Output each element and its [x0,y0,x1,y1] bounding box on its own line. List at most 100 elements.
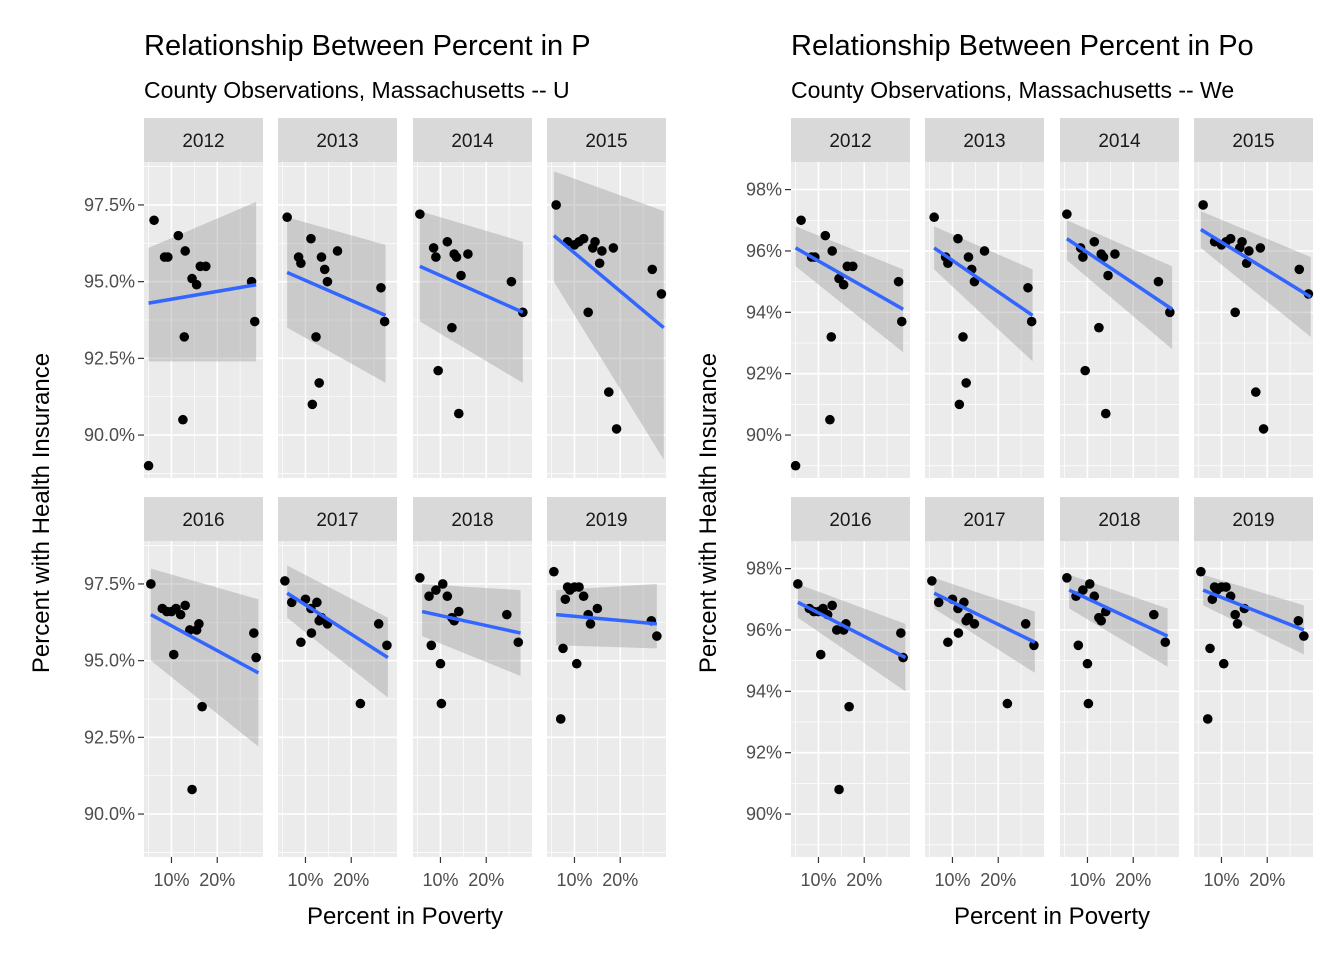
data-point [555,714,566,724]
confidence-band [934,226,1033,362]
data-point [1096,615,1106,626]
data-point [382,640,392,651]
facet-strip-label: 2012 [182,131,224,152]
facet-strip-label: 2018 [1098,510,1140,531]
facet-panel-2014: 2014 [1060,118,1179,478]
data-point [319,264,330,275]
x-tick-label: 20% [333,870,369,890]
y-tick-label: 98% [746,559,782,579]
data-point [447,322,457,333]
data-point [954,399,965,410]
data-point [656,289,667,299]
y-tick-label: 96% [746,620,782,640]
data-point [431,252,441,262]
fit-line [419,264,524,314]
data-point [815,649,826,660]
data-point [431,585,441,595]
facet-strip-label: 2016 [182,510,224,531]
data-point [187,784,197,795]
facet-strip [1194,497,1313,541]
fit-line [1199,228,1312,299]
facet-strip [144,497,263,541]
facet-strip [925,497,1044,541]
x-tick-label: 20% [199,870,235,890]
data-point [1094,322,1104,333]
data-point [1207,594,1218,605]
data-point [373,619,384,629]
y-tick-label: 96% [746,241,782,261]
data-point [1078,252,1088,262]
facet-strip-label: 2016 [829,510,871,531]
data-point [180,246,190,256]
data-point [173,230,184,241]
data-point [1202,714,1213,724]
data-point [249,628,259,638]
data-point [311,332,321,342]
y-tick-label: 90% [746,425,782,445]
data-point [513,637,524,648]
chart-left: Relationship Between Percent in P County… [28,30,667,930]
data-point [963,612,974,623]
data-point [943,637,953,648]
fit-line [555,612,658,626]
data-point [838,279,849,290]
data-point [1110,249,1120,259]
data-point [175,609,186,620]
data-point [1230,307,1240,318]
data-point [506,276,517,287]
data-point [896,628,906,638]
data-point [1098,252,1109,262]
confidence-band [419,211,523,383]
data-point [435,658,446,669]
x-tick-label: 10% [1203,870,1239,890]
data-point [1083,698,1094,709]
data-point [1230,609,1240,620]
facet-strip-label: 2019 [1232,510,1274,531]
data-point [592,603,603,614]
facet-panels: 2012 90% 92% 94% 96% 98% 2013 2014 2015 2016 90% 92… [746,118,1314,890]
facet-panel-2013: 2013 [278,118,397,478]
data-point [1153,276,1164,287]
data-point [463,249,473,259]
facet-panel-2019: 2019 10% 20% [547,497,666,890]
data-point [1244,246,1254,256]
data-point [453,606,464,617]
facet-strip-label: 2018 [451,510,493,531]
facet-panel-2012: 2012 90.0% 92.5% 95.0% 97.5% [84,118,263,478]
data-point [314,378,324,388]
data-point [415,573,425,583]
facet-strip [1060,497,1179,541]
data-point [456,270,466,281]
data-point [436,698,447,709]
facet-strip [547,497,666,541]
data-point [827,600,837,611]
facet-panel-2016: 2016 90% 92% 94% 96% 98% 10% 20% [746,497,910,890]
data-point [578,591,589,602]
fit-line [286,591,389,660]
facet-strip-label: 2013 [316,131,358,152]
data-point [827,246,837,256]
data-point [168,649,179,660]
data-point [963,252,974,262]
facet-strip [413,497,532,541]
data-point [502,609,512,620]
confidence-band [148,201,257,362]
confidence-band [287,217,386,383]
data-point [1149,609,1159,620]
data-point [1160,637,1171,648]
facet-strip [791,118,910,162]
data-point [415,209,425,219]
x-axis-title: Percent in Poverty [307,903,503,930]
facet-strip-label: 2014 [451,131,494,152]
data-point [1020,619,1031,629]
data-point [146,579,156,589]
data-point [453,408,464,419]
data-point [1232,619,1243,629]
facet-strip [413,118,532,162]
data-point [844,701,854,712]
y-tick-label: 94% [746,681,782,701]
x-tick-label: 20% [846,870,882,890]
data-point [793,579,803,589]
x-tick-label: 10% [153,870,189,890]
facet-strip-label: 2017 [963,510,1005,531]
